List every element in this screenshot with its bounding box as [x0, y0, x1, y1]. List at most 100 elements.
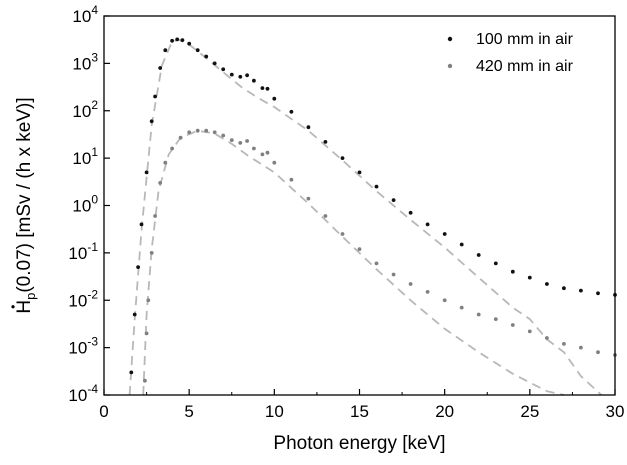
data-point [374, 261, 379, 266]
data-point [391, 198, 396, 203]
data-point [306, 125, 311, 130]
legend-marker-100mm [447, 36, 453, 42]
data-point [289, 177, 294, 182]
data-point [170, 38, 175, 43]
data-point [459, 242, 464, 247]
data-point [493, 317, 498, 321]
data-point [510, 323, 515, 327]
data-point [545, 336, 549, 340]
data-point [195, 48, 200, 53]
y-tick-label: 10-2 [68, 287, 98, 310]
data-point [527, 329, 532, 334]
legend-label-100mm: 100 mm in air [476, 31, 574, 48]
data-point [260, 152, 265, 157]
y-axis-title: Hp(0.07) [mSv / (h x keV)] [14, 97, 38, 313]
data-point [545, 282, 549, 286]
data-point [212, 130, 217, 135]
data-point [175, 37, 180, 42]
series-0 [129, 37, 617, 375]
y-tick-label: 100 [72, 193, 98, 216]
y-title-dot [11, 305, 15, 309]
data-point [527, 275, 532, 280]
data-point [391, 272, 396, 277]
legend-label-420mm: 420 mm in air [476, 58, 574, 75]
data-point [139, 222, 144, 227]
data-point [374, 184, 379, 189]
fit-line-0 [128, 38, 603, 396]
data-point [149, 119, 154, 124]
data-point [425, 222, 430, 227]
data-point [272, 96, 277, 101]
data-point [144, 170, 149, 175]
data-point [180, 38, 185, 42]
data-point [493, 261, 498, 266]
data-point [146, 298, 151, 303]
data-point [132, 312, 137, 317]
x-axis-title: Photon energy [keV] [273, 433, 445, 454]
x-tick-label: 15 [350, 402, 369, 421]
data-point [149, 251, 154, 255]
data-point [323, 214, 328, 218]
data-point [579, 288, 583, 293]
data-point [212, 61, 217, 66]
data-point [204, 54, 209, 59]
data-point [289, 109, 294, 114]
data-point [221, 67, 226, 72]
data-point [476, 312, 481, 317]
data-point [129, 370, 134, 375]
data-point [357, 170, 362, 175]
data-point [265, 150, 270, 155]
data-point [272, 160, 277, 165]
data-point [265, 86, 270, 91]
data-point [596, 350, 600, 355]
data-point [195, 128, 200, 133]
data-point [562, 342, 566, 346]
data-point [245, 139, 250, 143]
x-tick-label: 0 [99, 402, 108, 421]
data-point [204, 128, 209, 133]
y-tick-label: 103 [72, 50, 98, 73]
data-point [252, 78, 256, 83]
x-tick-label: 25 [520, 402, 539, 421]
data-point [408, 282, 413, 286]
data-point [238, 74, 243, 79]
fit-line-1 [142, 129, 565, 396]
data-point [153, 94, 158, 99]
series-1 [143, 128, 617, 383]
data-point [408, 210, 413, 215]
data-point [459, 305, 464, 310]
data-point [476, 253, 481, 257]
x-tick-label: 30 [606, 402, 625, 421]
data-point [562, 286, 566, 291]
x-tick-label: 10 [265, 402, 284, 421]
data-point [579, 345, 583, 350]
legend: 100 mm in air 420 mm in air [447, 31, 574, 75]
data-point [260, 86, 265, 90]
y-tick-label: 10-4 [68, 382, 98, 405]
data-point [596, 291, 600, 296]
data-point [163, 160, 168, 165]
data-point [442, 232, 447, 236]
data-point [510, 269, 515, 274]
data-point [340, 232, 345, 236]
axis-ticks: 0 5 10 15 20 25 30 10-4 10-3 10-2 10-1 100 101 102 103… [68, 3, 624, 421]
data-point [143, 378, 147, 383]
data-point [323, 140, 328, 144]
data-point [158, 181, 163, 185]
data-point [357, 247, 362, 252]
legend-marker-420mm [447, 63, 453, 69]
y-tick-label: 104 [72, 3, 98, 26]
data-point [306, 196, 311, 201]
plot-content [128, 37, 617, 396]
data-point [238, 141, 243, 145]
data-point [170, 146, 175, 151]
x-tick-label: 20 [435, 402, 454, 421]
data-point [229, 138, 234, 143]
data-point [187, 130, 192, 135]
data-point [178, 135, 183, 140]
data-point [245, 73, 250, 78]
data-point [158, 66, 163, 70]
data-point [252, 146, 256, 151]
data-point [340, 156, 345, 161]
